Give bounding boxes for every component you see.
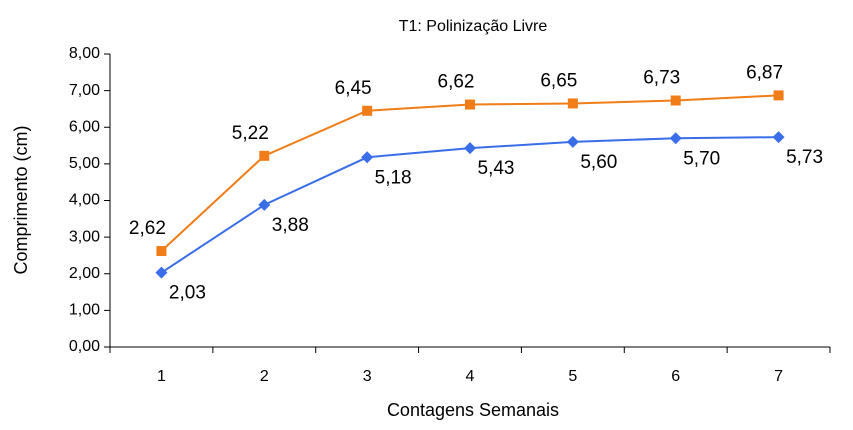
data-label: 5,22 [232, 123, 269, 144]
x-tick-label: 4 [466, 368, 475, 385]
y-tick-label: 3,00 [69, 228, 100, 245]
y-tick-label: 4,00 [69, 192, 100, 209]
marker [259, 150, 270, 161]
data-label: 3,88 [272, 215, 309, 236]
x-tick-label: 1 [157, 368, 166, 385]
y-tick-label: 8,00 [69, 45, 100, 62]
marker [773, 90, 784, 101]
marker [670, 95, 681, 106]
marker [464, 142, 476, 155]
data-label: 2,62 [129, 218, 166, 239]
marker [566, 135, 579, 148]
marker [772, 131, 785, 144]
marker [362, 105, 373, 116]
data-label: 5,70 [683, 148, 720, 169]
data-label: 6,45 [335, 78, 372, 99]
y-tick-label: 1,00 [69, 302, 100, 319]
data-label: 5,60 [580, 152, 617, 173]
marker [567, 98, 578, 109]
data-label: 2,03 [169, 283, 206, 304]
data-label: 5,18 [375, 167, 412, 188]
y-tick-label: 6,00 [69, 118, 100, 135]
x-tick-label: 2 [260, 368, 269, 385]
data-label: 5,43 [478, 158, 515, 179]
y-axis-label: Comprimento (cm) [11, 125, 31, 274]
x-tick-label: 7 [774, 368, 783, 385]
data-label: 6,87 [746, 62, 783, 83]
x-tick-label: 5 [568, 368, 577, 385]
data-label: 5,73 [786, 147, 823, 168]
data-label: 6,73 [643, 68, 680, 89]
y-tick-label: 0,00 [69, 338, 100, 355]
y-tick-label: 7,00 [69, 82, 100, 99]
marker [155, 266, 168, 279]
marker [258, 198, 271, 211]
x-tick-label: 6 [671, 368, 680, 385]
y-tick-label: 5,00 [69, 155, 100, 172]
data-label: 6,65 [540, 70, 577, 91]
marker [156, 246, 167, 257]
y-tick-label: 2,00 [69, 265, 100, 282]
marker [669, 132, 682, 145]
marker [361, 151, 374, 164]
data-label: 6,62 [438, 72, 475, 93]
marker [465, 99, 475, 110]
x-tick-label: 3 [363, 368, 372, 385]
chart-title: T1: Polinização Livre [399, 18, 548, 35]
x-axis-label: Contagens Semanais [387, 400, 559, 420]
series-line [160, 94, 779, 252]
